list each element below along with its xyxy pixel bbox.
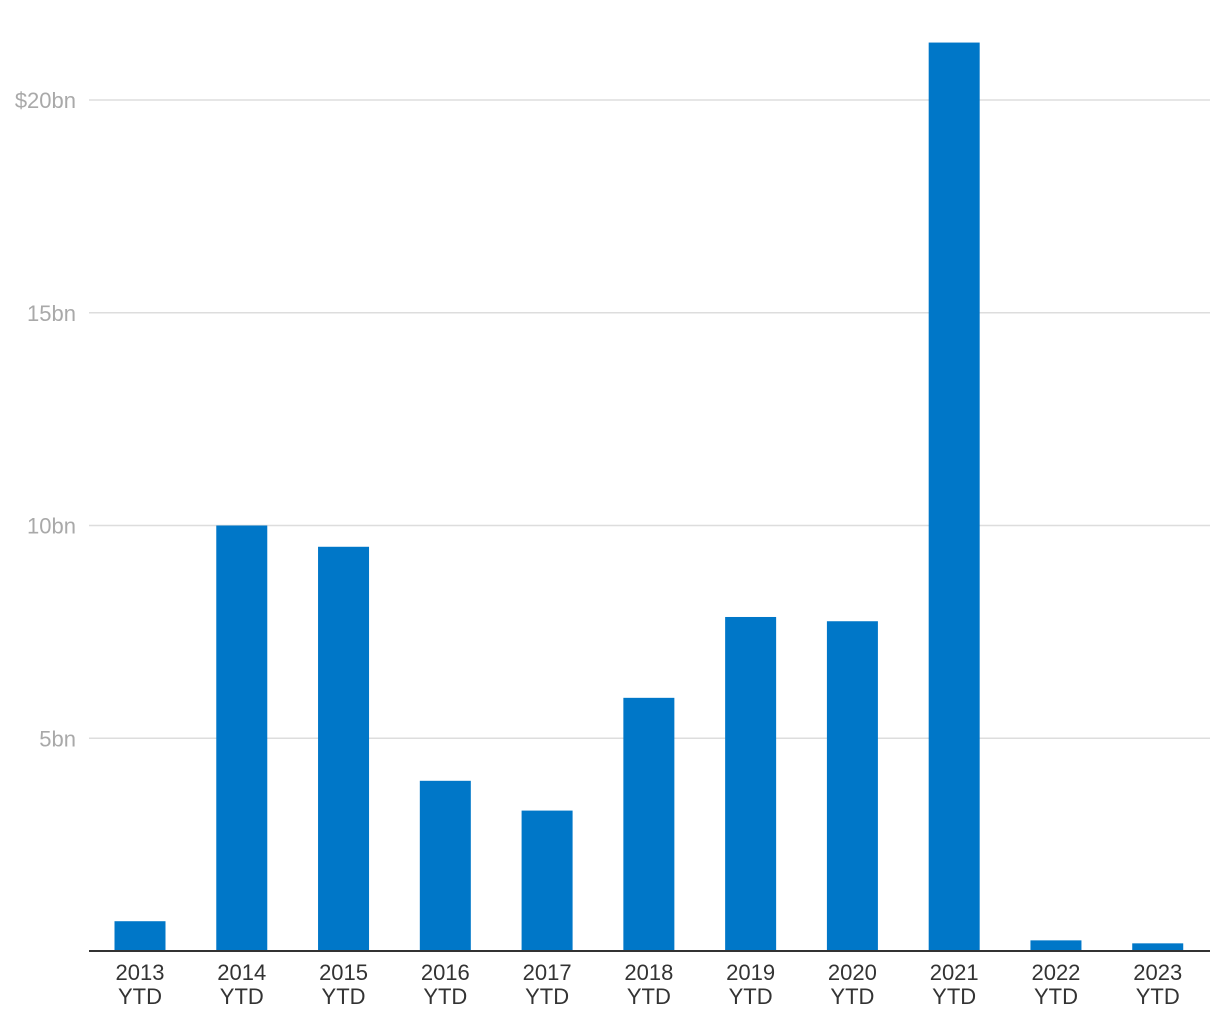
x-tick-label: 2023 [1133,960,1182,985]
bar [826,621,878,951]
bar [419,780,471,951]
x-tick-label: 2019 [726,960,775,985]
x-tick-label: YTD [1136,984,1180,1009]
bar [318,546,370,951]
bars [114,42,1184,952]
x-tick-label: YTD [525,984,569,1009]
y-tick-label: 5bn [39,726,76,751]
x-tick-label: YTD [1034,984,1078,1009]
x-tick-label: 2013 [116,960,165,985]
x-tick-label: 2018 [624,960,673,985]
x-axis-tick-labels: 2013YTD2014YTD2015YTD2016YTD2017YTD2018Y… [116,960,1183,1009]
x-tick-label: YTD [830,984,874,1009]
x-tick-label: YTD [627,984,671,1009]
x-tick-label: YTD [322,984,366,1009]
bar [725,616,777,951]
bar [623,697,675,951]
x-tick-label: 2022 [1031,960,1080,985]
y-tick-label: 10bn [27,514,76,539]
x-tick-label: YTD [118,984,162,1009]
y-tick-label: $20bn [15,88,76,113]
x-tick-label: YTD [729,984,773,1009]
bar [114,921,166,951]
bar [521,810,573,951]
bar [216,525,268,951]
x-tick-label: 2020 [828,960,877,985]
x-tick-label: YTD [220,984,264,1009]
bar [928,42,980,952]
x-tick-label: 2017 [523,960,572,985]
x-tick-label: YTD [423,984,467,1009]
y-tick-label: 15bn [27,301,76,326]
x-tick-label: 2016 [421,960,470,985]
x-tick-label: 2015 [319,960,368,985]
bar [1030,940,1082,951]
x-tick-label: 2021 [930,960,979,985]
y-axis-tick-labels: 5bn 10bn 15bn $20bn [15,88,76,751]
x-tick-label: 2014 [217,960,266,985]
bar [1132,943,1184,951]
x-tick-label: YTD [932,984,976,1009]
